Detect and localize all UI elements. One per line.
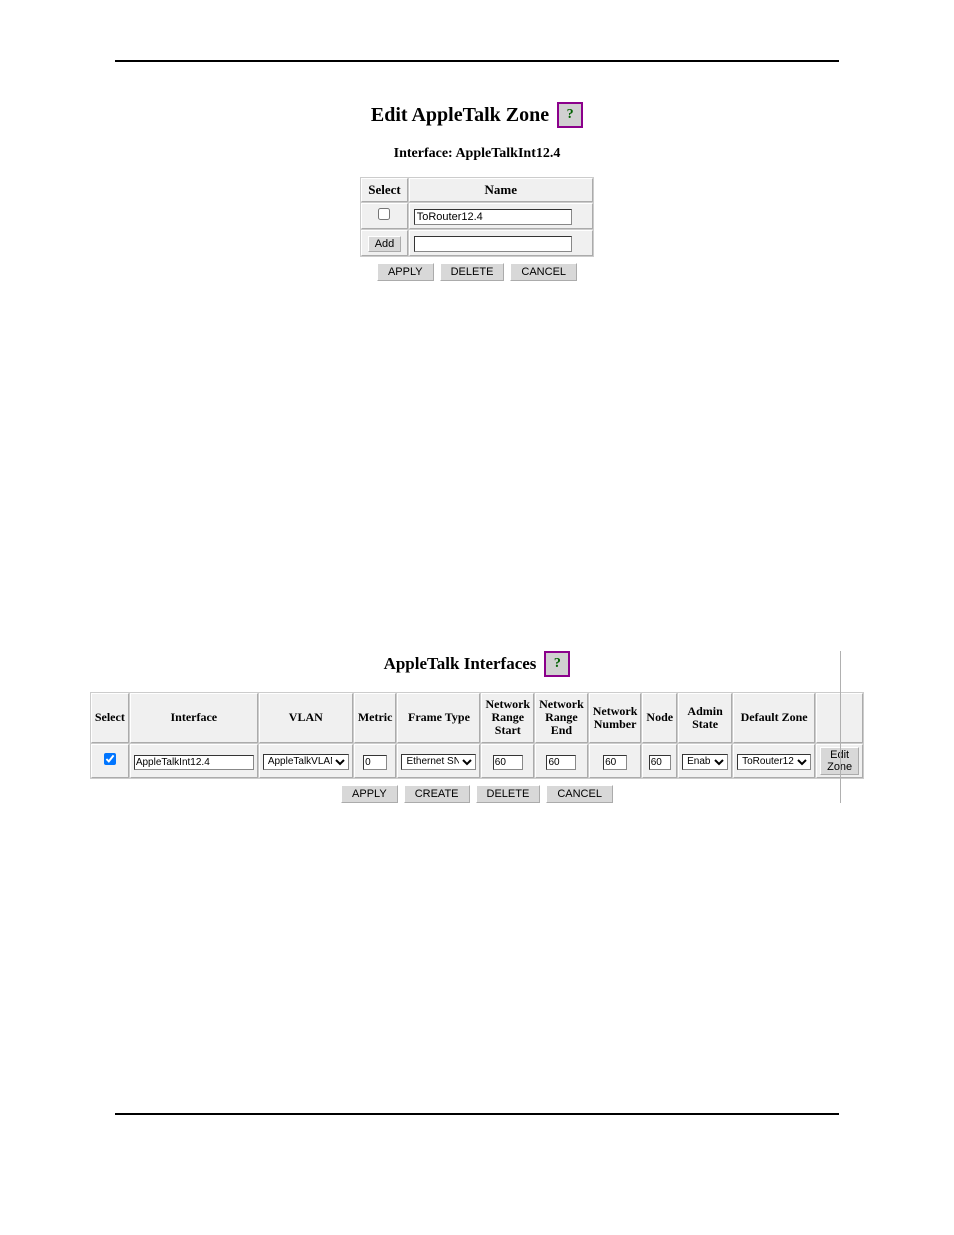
nre-input[interactable] bbox=[546, 755, 576, 770]
row-nrs-cell bbox=[481, 744, 534, 778]
zone-row-checkbox[interactable] bbox=[378, 208, 390, 220]
row-metric-cell bbox=[354, 744, 397, 778]
row-frame-cell: Ethernet SNAP bbox=[397, 744, 480, 778]
th-nnum: Network Number bbox=[589, 693, 642, 743]
cancel-button[interactable]: CANCEL bbox=[510, 263, 577, 281]
zone-row-select-cell bbox=[361, 203, 407, 229]
row-vlan-cell: AppleTalkVLAN1 bbox=[259, 744, 353, 778]
row-interface-cell bbox=[130, 744, 258, 778]
th-select: Select bbox=[91, 693, 129, 743]
help-icon[interactable]: ? bbox=[544, 651, 570, 677]
zone-new-name-cell bbox=[409, 230, 593, 256]
delete-button-2[interactable]: DELETE bbox=[476, 785, 541, 803]
metric-input[interactable] bbox=[363, 755, 387, 770]
interfaces-title: AppleTalk Interfaces bbox=[384, 654, 537, 674]
zone-add-cell: Add bbox=[361, 230, 407, 256]
nnum-input[interactable] bbox=[603, 755, 627, 770]
add-button[interactable]: Add bbox=[368, 236, 402, 252]
cancel-button-2[interactable]: CANCEL bbox=[546, 785, 613, 803]
apply-button[interactable]: APPLY bbox=[377, 263, 434, 281]
zone-new-name-input[interactable] bbox=[414, 236, 572, 252]
top-rule bbox=[115, 60, 839, 62]
apply-button-2[interactable]: APPLY bbox=[341, 785, 398, 803]
gap bbox=[115, 281, 839, 651]
bottom-rule bbox=[115, 1113, 839, 1115]
th-metric: Metric bbox=[354, 693, 397, 743]
row-select-cell bbox=[91, 744, 129, 778]
th-nrs: Network Range Start bbox=[481, 693, 534, 743]
row-dz-cell: ToRouter12.4 bbox=[733, 744, 815, 778]
admin-select[interactable]: Enable bbox=[682, 754, 728, 770]
edit-zone-title: Edit AppleTalk Zone bbox=[371, 104, 549, 127]
help-icon[interactable]: ? bbox=[557, 102, 583, 128]
frame-select[interactable]: Ethernet SNAP bbox=[401, 754, 476, 770]
create-button[interactable]: CREATE bbox=[404, 785, 470, 803]
zone-name-input[interactable] bbox=[414, 209, 572, 225]
th-vlan: VLAN bbox=[259, 693, 353, 743]
title-row-2: AppleTalk Interfaces ? bbox=[384, 651, 571, 677]
zone-table: Select Name Add bbox=[360, 177, 593, 257]
th-interface: Interface bbox=[130, 693, 258, 743]
interface-label: Interface: AppleTalkInt12.4 bbox=[394, 146, 561, 162]
interface-input[interactable] bbox=[134, 755, 254, 770]
delete-button[interactable]: DELETE bbox=[440, 263, 505, 281]
row-checkbox[interactable] bbox=[104, 753, 116, 765]
row-admin-cell: Enable bbox=[678, 744, 732, 778]
right-edge-line bbox=[840, 651, 841, 803]
zone-th-name: Name bbox=[409, 178, 593, 202]
title-row-1: Edit AppleTalk Zone ? bbox=[371, 102, 583, 128]
vlan-select[interactable]: AppleTalkVLAN1 bbox=[263, 754, 349, 770]
row-nre-cell bbox=[535, 744, 588, 778]
th-node: Node bbox=[642, 693, 677, 743]
zone-th-select: Select bbox=[361, 178, 407, 202]
node-input[interactable] bbox=[649, 755, 671, 770]
bottom-gap bbox=[115, 803, 839, 1073]
row-nnum-cell bbox=[589, 744, 642, 778]
th-admin: Admin State bbox=[678, 693, 732, 743]
interfaces-section: AppleTalk Interfaces ? Select Interface … bbox=[115, 651, 839, 803]
interfaces-button-row: APPLY CREATE DELETE CANCEL bbox=[341, 785, 613, 803]
edit-zone-section: Edit AppleTalk Zone ? Interface: AppleTa… bbox=[115, 102, 839, 281]
interfaces-table: Select Interface VLAN Metric Frame Type … bbox=[90, 692, 864, 779]
th-frame: Frame Type bbox=[397, 693, 480, 743]
row-node-cell bbox=[642, 744, 677, 778]
nrs-input[interactable] bbox=[493, 755, 523, 770]
zone-button-row: APPLY DELETE CANCEL bbox=[377, 263, 577, 281]
th-nre: Network Range End bbox=[535, 693, 588, 743]
dz-select[interactable]: ToRouter12.4 bbox=[737, 754, 811, 770]
zone-row-name-cell bbox=[409, 203, 593, 229]
th-dz: Default Zone bbox=[733, 693, 815, 743]
